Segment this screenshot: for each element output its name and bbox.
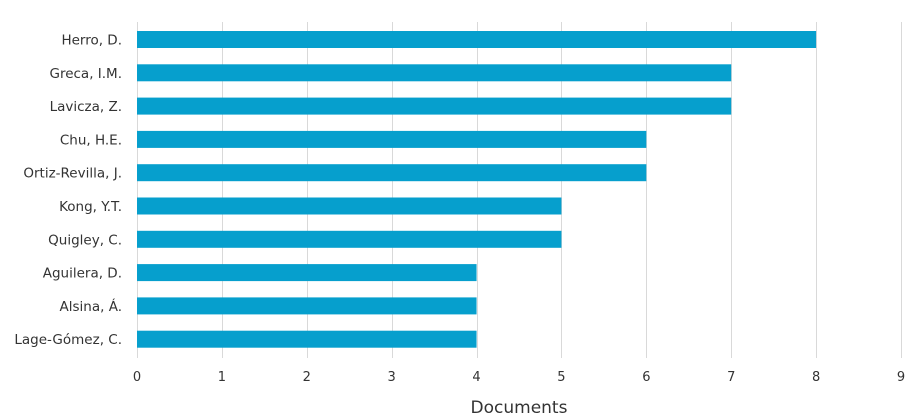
x-tick-label-2: 2 bbox=[303, 370, 311, 385]
bar-0 bbox=[137, 31, 817, 48]
bar-1 bbox=[137, 64, 732, 82]
x-axis-title: Documents bbox=[471, 398, 568, 418]
x-tick-label-1: 1 bbox=[218, 370, 226, 385]
category-label-6: Quigley, C. bbox=[48, 232, 122, 248]
category-label-8: Alsina, Á. bbox=[60, 298, 122, 315]
category-label-0: Herro, D. bbox=[61, 33, 122, 49]
x-tick-label-3: 3 bbox=[388, 370, 396, 385]
x-tick-label-4: 4 bbox=[472, 370, 480, 385]
category-label-1: Greca, I.M. bbox=[49, 66, 122, 82]
bar-9 bbox=[137, 330, 477, 348]
category-label-5: Kong, Y.T. bbox=[59, 199, 122, 215]
bar-6 bbox=[137, 230, 562, 248]
x-tick-label-0: 0 bbox=[133, 370, 141, 385]
x-axis-ticks: 0 1 2 3 4 5 6 7 8 9 bbox=[133, 370, 905, 385]
bars bbox=[137, 31, 817, 348]
category-label-3: Chu, H.E. bbox=[60, 132, 122, 148]
bar-3 bbox=[137, 130, 647, 148]
category-label-4: Ortiz-Revilla, J. bbox=[23, 166, 122, 182]
category-label-9: Lage-Gómez, C. bbox=[14, 332, 122, 348]
bar-7 bbox=[137, 264, 477, 282]
category-label-7: Aguilera, D. bbox=[43, 266, 122, 282]
x-tick-label-6: 6 bbox=[642, 370, 650, 385]
x-tick-label-9: 9 bbox=[897, 370, 905, 385]
bar-5 bbox=[137, 197, 562, 215]
category-label-2: Lavicza, Z. bbox=[50, 99, 122, 115]
x-tick-label-8: 8 bbox=[812, 370, 820, 385]
bar-4 bbox=[137, 164, 647, 182]
bar-8 bbox=[137, 297, 477, 315]
bar-2 bbox=[137, 97, 732, 115]
category-labels: Herro, D. Greca, I.M. Lavicza, Z. Chu, H.E.… bbox=[14, 33, 122, 349]
x-tick-label-5: 5 bbox=[557, 370, 565, 385]
x-tick-label-7: 7 bbox=[727, 370, 735, 385]
